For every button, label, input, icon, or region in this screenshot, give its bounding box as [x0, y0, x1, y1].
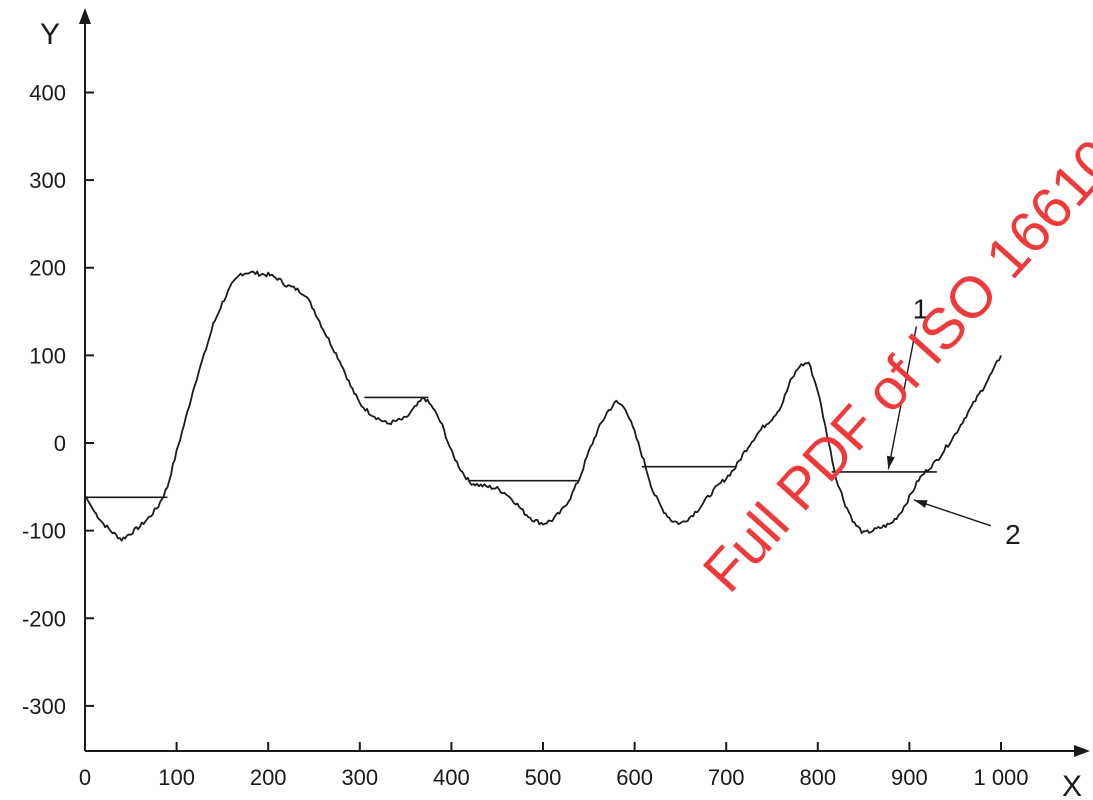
callout-arrowhead	[913, 499, 928, 508]
callout-label: 2	[1005, 519, 1021, 550]
x-tick-label: 800	[799, 765, 836, 790]
profile-line	[84, 270, 1002, 542]
y-tick-label: 300	[29, 168, 66, 193]
x-tick-label: 500	[525, 765, 562, 790]
chart-axes: YX	[40, 8, 1090, 800]
x-tick-label: 200	[250, 765, 287, 790]
y-tick-label: 100	[29, 343, 66, 368]
callout-leader	[887, 326, 918, 470]
chart-series	[84, 270, 1002, 542]
x-tick-label: 600	[616, 765, 653, 790]
x-tick-label: 700	[708, 765, 745, 790]
chart-ticks: 0 100 200 300 400 500 600 700 800 900 1 000 400 300 2…	[22, 80, 1029, 790]
callout-arrowhead	[886, 455, 895, 470]
x-tick-label: 100	[158, 765, 195, 790]
y-tick-label: -200	[22, 606, 66, 631]
x-tick-label: 900	[891, 765, 928, 790]
y-tick-label: 200	[29, 256, 66, 281]
x-tick-label: 1 000	[973, 765, 1028, 790]
y-tick-label: -100	[22, 519, 66, 544]
x-tick-label: 400	[433, 765, 470, 790]
y-tick-label: -300	[22, 694, 66, 719]
x-tick-label: 300	[341, 765, 378, 790]
y-tick-label: 0	[54, 431, 66, 456]
callout-label: 1	[913, 294, 929, 325]
y-tick-label: 400	[29, 80, 66, 105]
y-axis-arrow	[79, 8, 91, 24]
callout-leader	[913, 499, 992, 527]
x-tick-label: 0	[79, 765, 91, 790]
x-axis-arrow	[1074, 745, 1090, 757]
chart-annotations: 12	[886, 294, 1021, 550]
x-axis-label: X	[1062, 770, 1082, 800]
y-axis-label: Y	[40, 18, 60, 51]
